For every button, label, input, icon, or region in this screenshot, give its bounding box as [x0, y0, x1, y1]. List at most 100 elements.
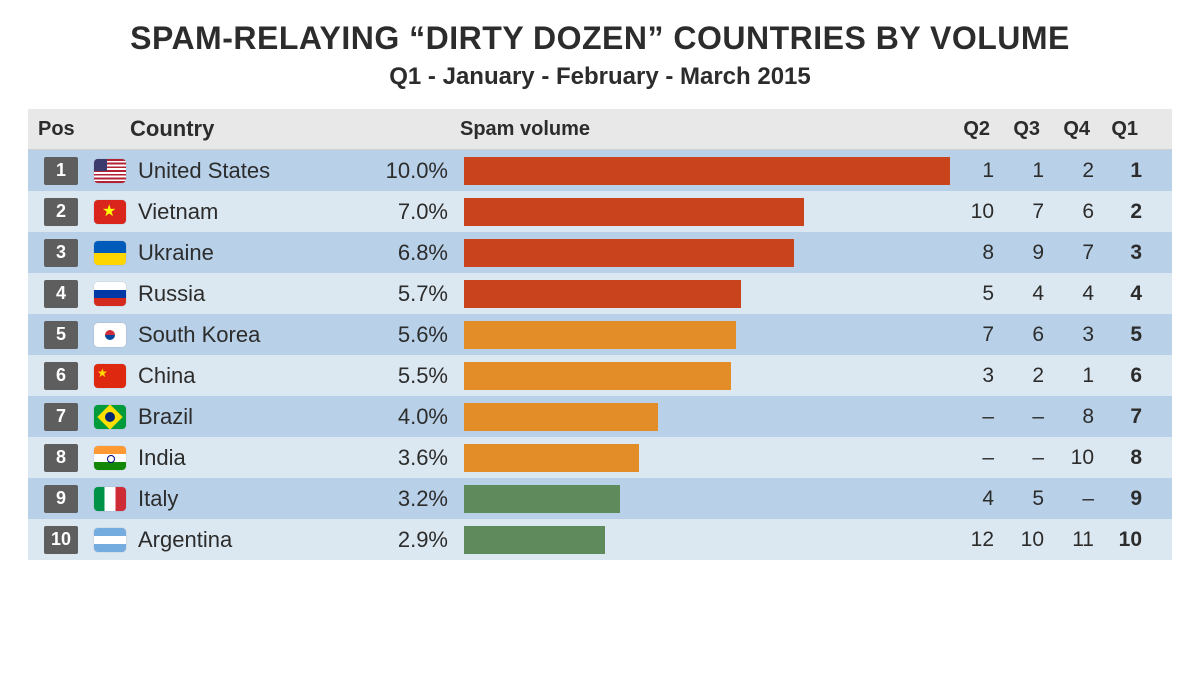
q3-rank: 1: [1000, 159, 1050, 183]
flag-icon: [94, 282, 126, 306]
volume-bar: [464, 485, 620, 513]
volume-bar: [464, 526, 605, 554]
q1-rank: 6: [1100, 364, 1152, 388]
q3-rank: 6: [1000, 323, 1050, 347]
rank-badge: 10: [44, 526, 78, 554]
table-row: 6China5.5%3216: [28, 355, 1172, 396]
rank-badge: 5: [44, 321, 78, 349]
q1-rank: 2: [1100, 200, 1152, 224]
q4-rank: 10: [1050, 446, 1100, 470]
rank-badge: 9: [44, 485, 78, 513]
volume-bar: [464, 444, 639, 472]
q4-rank: 3: [1050, 323, 1100, 347]
header-q2: Q2: [946, 118, 996, 141]
country-name: Italy: [134, 486, 352, 512]
q1-rank: 3: [1100, 241, 1152, 265]
country-name: Brazil: [134, 404, 352, 430]
flag-icon: [94, 446, 126, 470]
page-subtitle: Q1 - January - February - March 2015: [28, 63, 1172, 91]
flag-icon: [94, 405, 126, 429]
volume-bar: [464, 198, 804, 226]
q3-rank: 7: [1000, 200, 1050, 224]
country-name: Ukraine: [134, 240, 352, 266]
q3-rank: 4: [1000, 282, 1050, 306]
percent-value: 3.6%: [352, 445, 464, 471]
q3-rank: 2: [1000, 364, 1050, 388]
country-name: India: [134, 445, 352, 471]
q2-rank: –: [950, 405, 1000, 429]
q4-rank: 6: [1050, 200, 1100, 224]
q4-rank: 4: [1050, 282, 1100, 306]
volume-bar: [464, 362, 731, 390]
table-row: 9Italy3.2%45–9: [28, 478, 1172, 519]
volume-bar: [464, 280, 741, 308]
flag-icon: [94, 200, 126, 224]
percent-value: 2.9%: [352, 527, 464, 553]
header-country: Country: [130, 116, 348, 142]
percent-value: 5.5%: [352, 363, 464, 389]
header-q3: Q3: [996, 118, 1046, 141]
table-header: Pos Country Spam volume Q2 Q3 Q4 Q1: [28, 109, 1172, 150]
q1-rank: 8: [1100, 446, 1152, 470]
q4-rank: –: [1050, 487, 1100, 511]
q4-rank: 7: [1050, 241, 1100, 265]
q3-rank: –: [1000, 446, 1050, 470]
volume-bar: [464, 403, 658, 431]
flag-icon: [94, 323, 126, 347]
q2-rank: –: [950, 446, 1000, 470]
q1-rank: 4: [1100, 282, 1152, 306]
percent-value: 7.0%: [352, 199, 464, 225]
volume-bar: [464, 157, 950, 185]
table-row: 7Brazil4.0%––87: [28, 396, 1172, 437]
rank-badge: 6: [44, 362, 78, 390]
percent-value: 5.7%: [352, 281, 464, 307]
table-row: 4Russia5.7%5444: [28, 273, 1172, 314]
country-name: Vietnam: [134, 199, 352, 225]
q2-rank: 7: [950, 323, 1000, 347]
q3-rank: –: [1000, 405, 1050, 429]
table-row: 1United States10.0%1121: [28, 150, 1172, 191]
q2-rank: 10: [950, 200, 1000, 224]
q3-rank: 10: [1000, 528, 1050, 552]
volume-bar: [464, 321, 736, 349]
percent-value: 3.2%: [352, 486, 464, 512]
table-row: 8India3.6%––108: [28, 437, 1172, 478]
q3-rank: 9: [1000, 241, 1050, 265]
flag-icon: [94, 364, 126, 388]
spam-table: Pos Country Spam volume Q2 Q3 Q4 Q1 1 Uni…: [28, 109, 1172, 560]
flag-icon: [94, 241, 126, 265]
country-name: China: [134, 363, 352, 389]
page-title: SPAM-RELAYING “DIRTY DOZEN” COUNTRIES BY…: [28, 20, 1172, 57]
q1-rank: 7: [1100, 405, 1152, 429]
q1-rank: 10: [1100, 528, 1152, 552]
q1-rank: 9: [1100, 487, 1152, 511]
q2-rank: 1: [950, 159, 1000, 183]
header-volume: Spam volume: [460, 118, 946, 141]
q4-rank: 11: [1050, 528, 1100, 552]
country-name: United States: [134, 158, 352, 184]
q4-rank: 2: [1050, 159, 1100, 183]
percent-value: 6.8%: [352, 240, 464, 266]
flag-icon: [94, 159, 126, 183]
rank-badge: 2: [44, 198, 78, 226]
rank-badge: 1: [44, 157, 78, 185]
rank-badge: 3: [44, 239, 78, 267]
q4-rank: 1: [1050, 364, 1100, 388]
rank-badge: 7: [44, 403, 78, 431]
percent-value: 10.0%: [352, 158, 464, 184]
rank-badge: 4: [44, 280, 78, 308]
q2-rank: 12: [950, 528, 1000, 552]
header-q4: Q4: [1046, 118, 1096, 141]
country-name: Argentina: [134, 527, 352, 553]
q1-rank: 5: [1100, 323, 1152, 347]
volume-bar: [464, 239, 794, 267]
header-q1: Q1: [1096, 118, 1148, 141]
q2-rank: 4: [950, 487, 1000, 511]
q2-rank: 8: [950, 241, 1000, 265]
header-pos: Pos: [28, 118, 94, 141]
table-row: 3Ukraine6.8%8973: [28, 232, 1172, 273]
q1-rank: 1: [1100, 159, 1152, 183]
flag-icon: [94, 528, 126, 552]
table-row: 5South Korea5.6%7635: [28, 314, 1172, 355]
flag-icon: [94, 487, 126, 511]
